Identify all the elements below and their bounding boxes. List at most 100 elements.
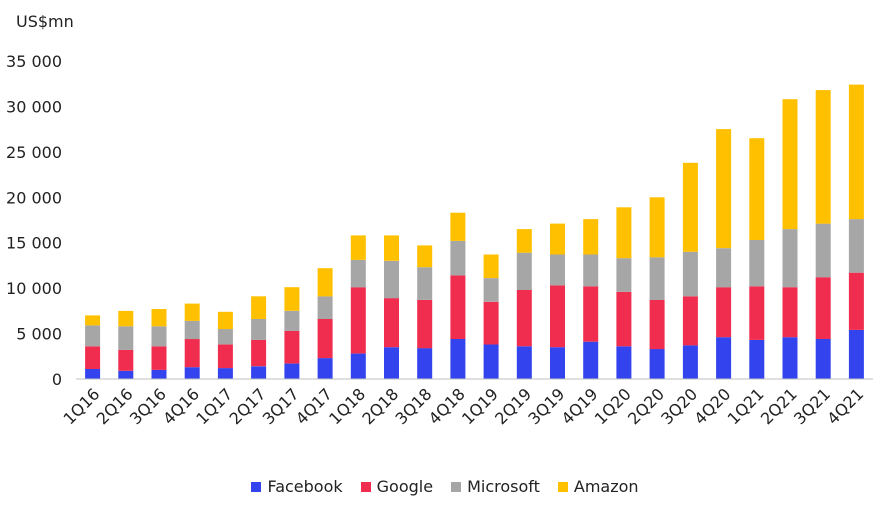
bar-segment-microsoft [251, 319, 267, 340]
legend-label: Facebook [267, 477, 343, 496]
bar-segment-google [251, 339, 267, 367]
legend-swatch [251, 481, 262, 492]
bar-segment-facebook [749, 339, 765, 379]
bar-segment-google [848, 272, 864, 330]
y-tick-label: 35 000 [6, 52, 62, 71]
bar-segment-facebook [184, 367, 200, 379]
y-tick-label: 15 000 [6, 234, 62, 253]
bar-segment-google [151, 346, 167, 370]
legend-item-facebook: Facebook [251, 477, 343, 496]
x-tick-label: 3Q18 [392, 384, 436, 428]
bar-segment-google [616, 291, 632, 347]
x-tick-label: 2Q16 [93, 384, 137, 428]
x-tick-label: 3Q20 [657, 384, 701, 428]
bar-segment-google [516, 290, 532, 347]
bar-segment-facebook [350, 353, 366, 379]
bar-segment-amazon [417, 245, 433, 268]
bar-segment-facebook [583, 341, 599, 379]
legend-label: Microsoft [467, 477, 540, 496]
bar-segment-amazon [384, 235, 399, 261]
bar-segment-google [217, 344, 233, 369]
bar-segment-facebook [815, 339, 831, 379]
x-tick-label: 3Q16 [126, 384, 170, 428]
bar-segment-microsoft [848, 219, 864, 273]
bar-segment-google [483, 301, 499, 345]
bar-segment-facebook [118, 370, 134, 379]
bar-segment-amazon [151, 309, 167, 327]
bar-segment-facebook [516, 346, 532, 379]
bar-segment-amazon [682, 162, 698, 252]
bar-segment-microsoft [350, 260, 366, 288]
bar-segment-amazon [184, 303, 200, 321]
bar-segment-amazon [483, 254, 499, 279]
legend: Facebook Google Microsoft Amazon [0, 477, 890, 496]
bar-segment-amazon [649, 197, 665, 258]
bar-segment-amazon [583, 219, 599, 255]
y-tick-label: 30 000 [6, 97, 62, 116]
bar-segment-amazon [450, 212, 466, 241]
x-tick-label: 1Q17 [192, 384, 236, 428]
bar-segment-facebook [417, 348, 433, 379]
x-tick-label: 4Q18 [425, 384, 469, 428]
bar-segment-google [384, 298, 399, 348]
bar-segment-google [317, 319, 333, 359]
bar-segment-microsoft [815, 223, 831, 278]
x-tick-label: 4Q19 [558, 384, 602, 428]
bar-segment-microsoft [85, 325, 101, 347]
legend-swatch [451, 481, 462, 492]
bar-segment-amazon [85, 315, 101, 326]
bar-segment-amazon [716, 129, 732, 249]
x-tick-label: 1Q20 [591, 384, 635, 428]
bar-segment-amazon [317, 268, 333, 297]
bar-segment-google [350, 287, 366, 354]
bar-segment-facebook [550, 347, 565, 379]
x-tick-label: 2Q18 [358, 384, 402, 428]
bar-segment-microsoft [184, 320, 200, 340]
bar-segment-google [118, 349, 134, 371]
y-tick-label: 10 000 [6, 279, 62, 298]
x-tick-label: 3Q19 [524, 384, 568, 428]
legend-label: Google [376, 477, 434, 496]
bar-segment-microsoft [583, 254, 599, 287]
bar-segment-google [184, 339, 200, 368]
bar-segment-facebook [483, 344, 499, 379]
bar-segment-microsoft [749, 240, 765, 287]
bar-segment-facebook [616, 346, 632, 379]
bar-segment-facebook [317, 358, 333, 379]
bar-segment-microsoft [616, 258, 632, 292]
bar-segment-google [284, 330, 300, 364]
bar-segment-amazon [118, 310, 134, 327]
x-tick-label: 2Q19 [491, 384, 535, 428]
bar-segment-microsoft [682, 251, 698, 297]
bar-segment-microsoft [417, 267, 433, 300]
bar-segment-amazon [550, 223, 565, 255]
legend-swatch [557, 481, 568, 492]
bar-segment-microsoft [450, 240, 466, 276]
x-tick-label: 2Q17 [226, 384, 270, 428]
bar-segment-microsoft [317, 296, 333, 319]
bar-segment-google [749, 286, 765, 340]
bar-segment-google [649, 300, 665, 350]
bar-segment-microsoft [483, 278, 499, 302]
bar-segment-google [583, 286, 599, 342]
x-tick-label: 4Q16 [159, 384, 203, 428]
stacked-bar-chart: US$mn 0 5 000 10 000 15 000 20 000 25 000 30 0… [6, 12, 873, 428]
legend-item-amazon: Amazon [557, 477, 639, 496]
bar-segment-google [417, 300, 433, 349]
bar-segment-microsoft [284, 310, 300, 331]
x-tick-label: 1Q19 [458, 384, 502, 428]
bar-segment-amazon [782, 99, 798, 230]
bar-segment-amazon [848, 84, 864, 220]
bar-segment-facebook [251, 366, 267, 379]
bar-segment-facebook [85, 369, 101, 379]
x-tick-label: 1Q18 [325, 384, 369, 428]
y-tick-label: 5 000 [16, 325, 62, 344]
bar-segment-amazon [217, 311, 233, 330]
x-tick-label: 4Q20 [690, 384, 734, 428]
bar-segment-amazon [749, 138, 765, 240]
bar-segment-amazon [616, 207, 632, 259]
bar-segment-google [815, 277, 831, 339]
bar-segment-facebook [848, 329, 864, 379]
bar-segment-microsoft [550, 254, 565, 286]
x-tick-label: 3Q21 [790, 384, 834, 428]
